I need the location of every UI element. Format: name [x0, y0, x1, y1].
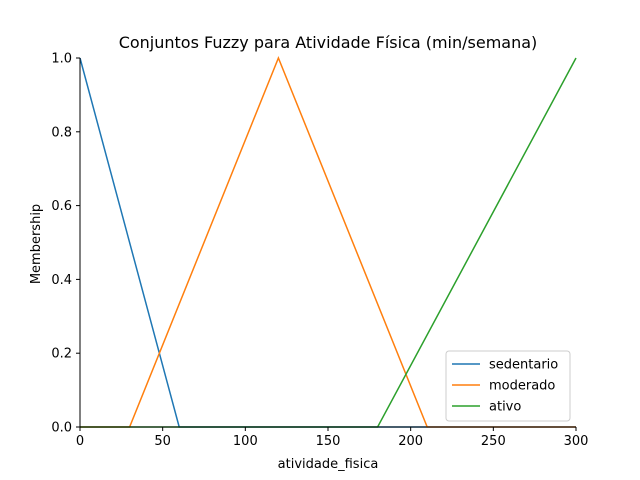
- chart-title: Conjuntos Fuzzy para Atividade Física (m…: [119, 33, 538, 52]
- y-tick-label: 0.6: [51, 199, 72, 214]
- x-axis-label: atividade_fisica: [278, 457, 379, 472]
- legend-label-ativo: ativo: [489, 400, 521, 415]
- y-tick-label: 0.4: [51, 273, 72, 288]
- legend: sedentario moderado ativo: [445, 350, 571, 422]
- legend-label-sedentario: sedentario: [489, 358, 558, 373]
- x-tick-label: 200: [398, 434, 423, 449]
- x-tick-label: 50: [154, 434, 171, 449]
- y-tick-label: 0.8: [51, 125, 72, 140]
- y-tick-label: 0.2: [51, 347, 72, 362]
- x-tick-label: 100: [233, 434, 258, 449]
- legend-box: [445, 350, 571, 422]
- y-tick-label: 1.0: [51, 52, 72, 67]
- y-axis-label: Membership: [29, 204, 44, 284]
- x-axis-ticks: 0 50 100 150 200 250 300: [76, 427, 589, 449]
- x-tick-label: 0: [76, 434, 84, 449]
- legend-label-moderado: moderado: [489, 379, 555, 394]
- y-axis-ticks: 0.0 0.2 0.4 0.6 0.8 1.0: [51, 52, 80, 436]
- x-tick-label: 250: [481, 434, 506, 449]
- x-tick-label: 300: [564, 434, 589, 449]
- y-tick-label: 0.0: [51, 421, 72, 436]
- x-tick-label: 150: [316, 434, 341, 449]
